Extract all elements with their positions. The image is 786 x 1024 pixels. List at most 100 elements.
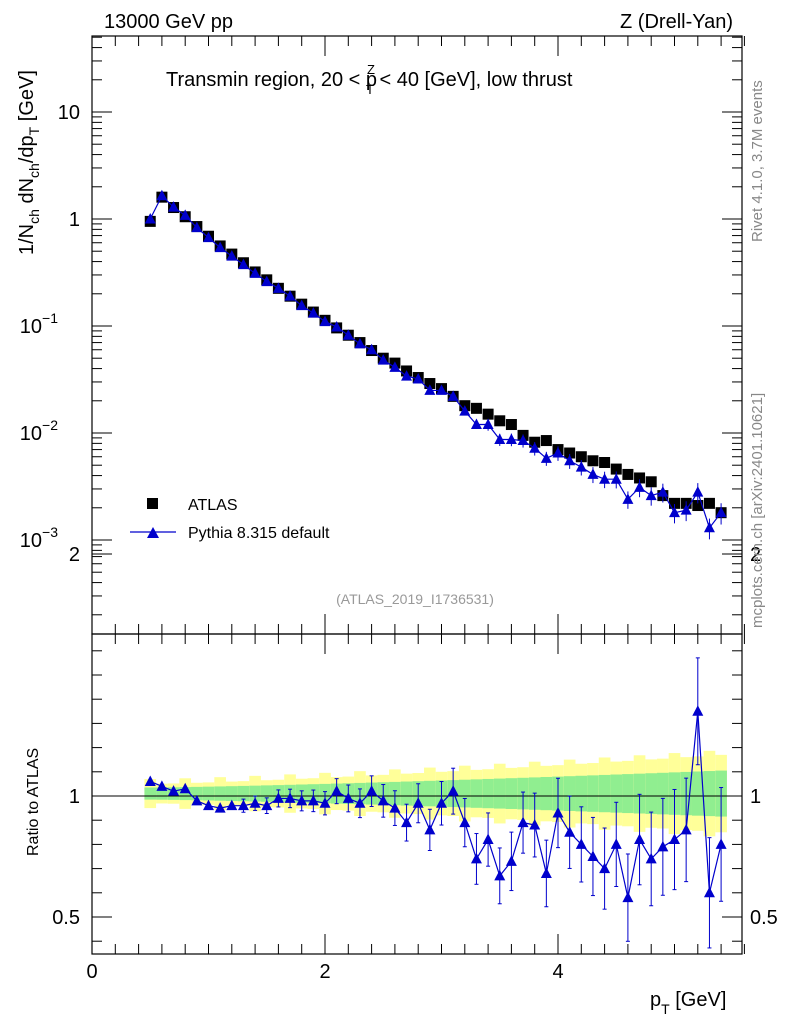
ratio-point bbox=[622, 891, 634, 903]
ratio-point bbox=[342, 792, 354, 803]
ratio-point bbox=[191, 794, 203, 806]
y-tick-label: 10−3 bbox=[20, 524, 58, 552]
ratio-point bbox=[179, 782, 191, 794]
mc-point bbox=[214, 241, 226, 253]
axis-ticks: 10 1 10−1 10−2 10−3 2 2 1 1 0.5 0.5 0 2 4 bbox=[20, 36, 778, 983]
mc-point bbox=[703, 521, 715, 533]
band-inner bbox=[493, 778, 506, 809]
ratio-point bbox=[237, 799, 249, 811]
y-label-main-text: 1/N bbox=[16, 224, 38, 255]
ratio-point bbox=[529, 819, 541, 830]
atlas-point bbox=[692, 500, 704, 512]
analysis-id: (ATLAS_2019_I1736531) bbox=[336, 591, 494, 607]
ratio-point bbox=[214, 802, 226, 813]
ratio-point bbox=[575, 838, 587, 849]
mc-point bbox=[296, 299, 308, 311]
band-inner bbox=[225, 786, 238, 801]
plot-title-tail: < 40 [GeV], low thrust bbox=[374, 69, 573, 91]
mc-point bbox=[377, 354, 389, 365]
band-inner bbox=[598, 774, 611, 813]
ratio-tick-label: 1 bbox=[69, 786, 80, 808]
mc-point bbox=[657, 486, 669, 497]
mc-point bbox=[366, 343, 378, 355]
ratio-point bbox=[226, 799, 238, 811]
x-tick-label: 4 bbox=[552, 961, 563, 983]
atlas-point bbox=[470, 402, 482, 414]
ratio-point bbox=[424, 823, 436, 835]
ratio-point bbox=[296, 794, 308, 806]
ratio-point bbox=[692, 705, 704, 716]
x-label-sub: T bbox=[661, 1001, 670, 1017]
atlas-point bbox=[587, 455, 599, 467]
mc-point bbox=[179, 209, 191, 220]
mc-point bbox=[447, 390, 459, 401]
band-inner bbox=[657, 772, 669, 815]
band-inner bbox=[191, 786, 203, 801]
ratio-point bbox=[412, 797, 424, 808]
atlas-point bbox=[505, 419, 517, 431]
mc-point bbox=[552, 447, 564, 458]
mcplots-site-label: mcplots.cern.ch [arXiv:2401.10621] bbox=[749, 393, 766, 628]
ratio-point bbox=[447, 785, 459, 796]
band-inner bbox=[587, 775, 599, 812]
mc-point bbox=[203, 231, 214, 243]
ratio-point bbox=[144, 775, 156, 786]
ratio-point bbox=[366, 785, 378, 796]
mc-point bbox=[319, 315, 331, 327]
mc-point bbox=[587, 468, 599, 479]
band-inner bbox=[260, 785, 273, 802]
process-label: Z (Drell-Yan) bbox=[620, 11, 733, 33]
mc-point bbox=[645, 489, 657, 501]
ratio-plot-frame bbox=[91, 633, 743, 955]
ratio-point bbox=[505, 855, 517, 866]
ratio-point bbox=[494, 869, 506, 881]
y-axis-label-main: 1/Nch dNch/dpT [GeV] bbox=[16, 70, 42, 255]
plot-title-sub: T bbox=[366, 82, 374, 97]
main-plot-frame bbox=[91, 35, 743, 635]
band-inner bbox=[633, 773, 646, 814]
mc-point bbox=[517, 434, 529, 446]
ratio-point bbox=[470, 852, 482, 864]
legend-mc-marker bbox=[147, 527, 159, 538]
ratio-tick-label-right: 1 bbox=[750, 786, 761, 808]
atlas-point bbox=[599, 457, 611, 469]
mc-point bbox=[599, 473, 611, 484]
atlas-point bbox=[540, 435, 552, 447]
band-inner bbox=[470, 779, 483, 808]
ratio-tick-label-right: 2 bbox=[750, 544, 761, 566]
mc-point bbox=[482, 418, 494, 430]
ratio-point bbox=[599, 862, 611, 874]
mc-point bbox=[191, 221, 203, 233]
x-label-text: p bbox=[650, 989, 661, 1011]
atlas-point bbox=[622, 468, 634, 480]
ratio-point bbox=[377, 794, 389, 806]
mc-point bbox=[459, 405, 471, 416]
ratio-point bbox=[401, 816, 413, 828]
ratio-point bbox=[389, 802, 401, 813]
band-inner bbox=[179, 787, 192, 801]
legend-data-label: ATLAS bbox=[188, 497, 238, 514]
energy-label: 13000 GeV pp bbox=[104, 11, 233, 33]
y-tick-label: 1 bbox=[69, 209, 80, 231]
ratio-point bbox=[261, 799, 273, 811]
mc-point bbox=[680, 504, 692, 515]
ratio-point bbox=[459, 816, 471, 828]
ratio-point bbox=[703, 886, 715, 898]
ratio-point bbox=[669, 833, 680, 845]
legend-data-marker bbox=[147, 498, 158, 509]
band-inner bbox=[214, 786, 226, 801]
mc-point bbox=[494, 433, 506, 444]
ratio-point bbox=[715, 838, 727, 849]
x-label-unit: [GeV] bbox=[670, 989, 727, 1011]
ratio-point bbox=[284, 792, 296, 803]
ratio-point bbox=[482, 833, 494, 845]
mc-point bbox=[622, 493, 634, 504]
plot-title-sup: Z bbox=[367, 62, 375, 77]
atlas-point bbox=[703, 497, 715, 509]
mc-point bbox=[342, 329, 354, 340]
mc-point bbox=[715, 506, 727, 518]
mc-point bbox=[669, 506, 680, 518]
plot-title-main: Transmin region, 20 < p bbox=[166, 69, 377, 91]
ratio-point bbox=[307, 794, 319, 806]
